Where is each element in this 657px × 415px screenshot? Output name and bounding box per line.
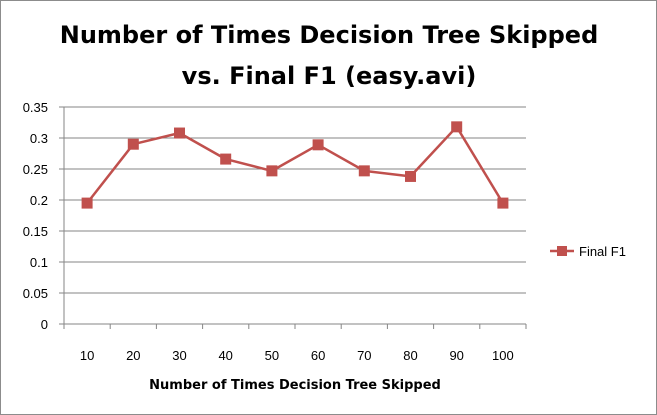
y-tick-label: 0.25 <box>23 162 48 177</box>
legend-marker <box>557 246 567 256</box>
y-tick-label: 0 <box>41 317 48 332</box>
chart-title-line-1: Number of Times Decision Tree Skipped <box>60 21 599 49</box>
y-tick-label: 0.1 <box>30 255 48 270</box>
series-group <box>81 121 509 209</box>
x-tick-label: 60 <box>311 348 325 363</box>
chart-title-line-2: vs. Final F1 (easy.avi) <box>182 62 477 90</box>
y-tick-label: 0.05 <box>23 286 48 301</box>
y-tick-labels: 0 0.05 0.1 0.15 0.2 0.25 0.3 0.35 <box>23 100 48 332</box>
x-tick-label: 50 <box>265 348 279 363</box>
data-point-marker <box>312 139 324 151</box>
y-tick-label: 0.3 <box>30 131 48 146</box>
data-point-marker <box>127 138 139 150</box>
data-point-marker <box>174 127 185 139</box>
x-tick-label: 70 <box>357 348 371 363</box>
data-point-marker <box>451 121 463 133</box>
axes <box>63 107 527 329</box>
legend: Final F1 <box>550 244 626 259</box>
data-point-marker <box>405 170 416 182</box>
x-tick-label: 10 <box>80 348 94 363</box>
y-tick-label: 0.35 <box>23 100 48 115</box>
y-tick-label: 0.2 <box>30 193 48 208</box>
data-point-marker <box>358 165 370 177</box>
y-tick-label: 0.15 <box>23 224 48 239</box>
x-tick-label: 100 <box>492 348 514 363</box>
x-axis-label: Number of Times Decision Tree Skipped <box>149 378 441 393</box>
data-point-marker <box>497 197 509 209</box>
gridlines <box>59 106 526 325</box>
data-point-marker <box>266 165 278 177</box>
data-point-marker <box>220 153 232 165</box>
series-line-final-f1 <box>86 125 504 204</box>
x-tick-labels: 10 20 30 40 50 60 70 80 90 100 <box>80 348 514 363</box>
legend-label: Final F1 <box>579 244 626 259</box>
x-tick-label: 80 <box>403 348 417 363</box>
x-tick-label: 40 <box>218 348 232 363</box>
data-point-marker <box>81 197 93 209</box>
x-tick-label: 30 <box>172 348 186 363</box>
x-tick-label: 20 <box>126 348 140 363</box>
x-tick-label: 90 <box>449 348 463 363</box>
